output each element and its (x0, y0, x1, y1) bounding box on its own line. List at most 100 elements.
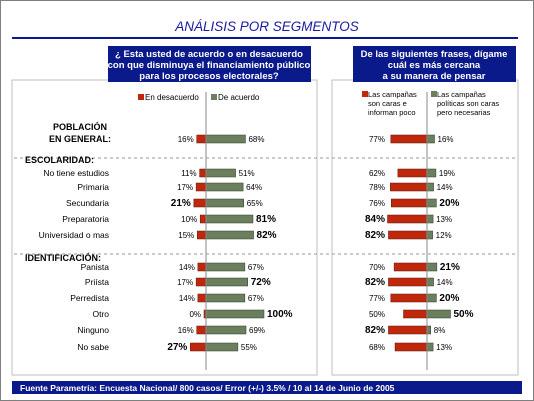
section-heading: IDENTIFICACIÓN: (25, 252, 101, 263)
bar-1-b-8 (426, 293, 437, 303)
legend-label-expensive-uninformative: son caras e (368, 99, 407, 108)
bar-1-b-9 (426, 309, 451, 319)
bar-0-b-1 (205, 168, 236, 178)
label-0-b-11: 55% (241, 343, 257, 352)
bar-0-a-10 (196, 325, 207, 335)
legend-label-expensive-necessary: pero necesarias (437, 108, 491, 117)
label-1-a-9: 50% (369, 310, 385, 319)
legend-label-agree: De acuerdo (218, 93, 260, 102)
label-1-a-11: 68% (369, 343, 385, 352)
left-chart-bars: 16% 68% 11% 51% 17% 64% 21% 65% 10% 81% 15% 82% 14% 6… (167, 134, 293, 353)
label-1-a-8: 77% (369, 294, 385, 303)
label-0-a-7: 17% (177, 278, 193, 287)
section-heading: POBLACIÓN (53, 121, 107, 132)
bar-1-a-3 (391, 198, 428, 208)
label-1-b-8: 20% (439, 293, 459, 304)
label-1-b-1: 19% (439, 169, 455, 178)
label-0-b-6: 67% (248, 263, 264, 272)
label-1-b-2: 14% (437, 183, 453, 192)
label-1-a-0: 77% (369, 135, 385, 144)
bar-1-b-3 (426, 198, 437, 208)
label-0-b-4: 81% (256, 214, 276, 225)
label-0-a-0: 16% (178, 135, 194, 144)
label-1-a-1: 62% (369, 169, 385, 178)
bar-0-b-9 (205, 309, 265, 319)
left-header-line: ¿ Esta usted de acuerdo o en desacuerdo (115, 49, 303, 60)
label-0-b-10: 69% (249, 326, 265, 335)
bar-1-a-9 (403, 309, 428, 319)
label-0-b-1: 51% (239, 169, 255, 178)
bar-1-a-1 (397, 168, 428, 178)
row-label-6: Panista (81, 262, 110, 272)
row-label-3: Secundaria (66, 198, 109, 208)
bar-1-a-4 (387, 214, 428, 224)
right-header-line: cuál es más cercana (388, 60, 481, 71)
left-header-line: con que disminuya el financiamiento públ… (108, 60, 311, 71)
label-0-a-8: 14% (179, 294, 195, 303)
bar-1-a-11 (394, 342, 428, 352)
label-0-a-10: 16% (178, 326, 194, 335)
left-panel-header-text: ¿ Esta usted de acuerdo o en desacuerdoc… (108, 49, 311, 82)
label-1-a-10: 82% (365, 325, 385, 336)
bar-1-a-10 (388, 325, 428, 335)
label-1-b-0: 16% (438, 135, 454, 144)
category-labels: No tiene estudios Primaria Secundaria Prepa… (39, 168, 110, 352)
page-title: ANÁLISIS POR SEGMENTOS (174, 19, 359, 34)
bar-0-a-8 (197, 293, 207, 303)
bar-1-b-10 (426, 325, 432, 335)
legend-label-expensive-necessary: Las campañas (437, 90, 486, 99)
label-0-a-2: 17% (177, 183, 193, 192)
bar-1-a-0 (390, 134, 428, 144)
bar-0-a-0 (196, 134, 207, 144)
row-label-1: No tiene estudios (43, 168, 109, 178)
bar-1-b-1 (426, 168, 437, 178)
label-0-a-9: 0% (189, 310, 201, 319)
row-label-5: Universidad o mas (39, 230, 109, 240)
label-1-b-9: 50% (454, 309, 474, 320)
label-1-b-11: 13% (436, 343, 452, 352)
bar-0-a-6 (197, 262, 207, 272)
row-label-7: Priísta (85, 277, 109, 287)
label-0-a-3: 21% (171, 198, 191, 209)
right-header-line: a su manera de pensar (383, 71, 486, 82)
label-0-b-3: 65% (247, 199, 263, 208)
right-header-line: De las siguientes frases, dígame (361, 49, 508, 60)
legend-label-expensive-uninformative: Las campañas (368, 90, 417, 99)
bar-0-a-1 (199, 168, 207, 178)
label-0-b-9: 100% (267, 309, 293, 320)
bar-0-b-2 (205, 182, 244, 192)
legend-label-expensive-necessary: políticas son caras (437, 99, 499, 108)
label-0-b-2: 64% (246, 183, 262, 192)
left-panel-header (108, 46, 311, 82)
bar-0-a-2 (195, 182, 207, 192)
row-label-11: No sabe (77, 342, 109, 352)
bar-1-a-6 (393, 262, 428, 272)
label-1-b-5: 12% (436, 231, 452, 240)
label-1-a-5: 82% (365, 230, 385, 241)
label-1-b-10: 8% (434, 326, 446, 335)
bar-1-a-7 (388, 277, 428, 287)
bar-1-b-2 (426, 182, 434, 192)
label-1-a-4: 84% (365, 214, 385, 225)
footer-source: Fuente Parametría: Encuesta Nacional/ 80… (20, 383, 395, 393)
bar-0-b-3 (205, 198, 244, 208)
row-label-4: Preparatoria (62, 214, 109, 224)
label-1-a-2: 78% (369, 183, 385, 192)
bar-0-a-5 (197, 230, 207, 240)
label-1-a-3: 76% (369, 199, 385, 208)
bar-1-b-5 (426, 230, 433, 240)
label-0-a-5: 15% (178, 231, 194, 240)
bar-0-b-7 (205, 277, 249, 287)
row-label-8: Perredista (70, 293, 109, 303)
right-panel-header (353, 46, 516, 82)
right-chart-bars: 77% 16% 62% 19% 78% 14% 76% 20% 84% 13% 82% 12% 70% 2… (365, 134, 474, 352)
legend-swatch-expensive-uninformative (362, 91, 368, 97)
label-1-a-6: 70% (369, 263, 385, 272)
bar-1-b-4 (426, 214, 434, 224)
bar-0-b-8 (205, 293, 246, 303)
row-label-2: Primaria (77, 182, 109, 192)
bar-0-a-3 (193, 198, 207, 208)
label-1-b-6: 21% (440, 262, 460, 273)
